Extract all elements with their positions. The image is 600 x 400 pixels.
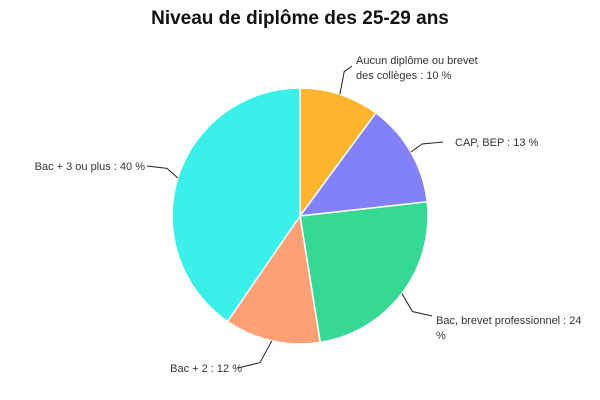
- pie-slice: [171, 87, 301, 323]
- pie-slice: [299, 87, 377, 219]
- leader-line: [146, 165, 179, 179]
- pie-slice: [298, 111, 429, 217]
- slice-label: Aucun diplôme ou brevet des collèges : 10…: [356, 55, 478, 82]
- pie-slices: [171, 87, 429, 345]
- pie-slice: [299, 200, 429, 344]
- leader-lines: [146, 65, 444, 369]
- leader-line: [401, 293, 433, 317]
- slice-label: Bac + 2 : 12 %: [170, 363, 242, 375]
- chart-title: Niveau de diplôme des 25-29 ans: [151, 8, 449, 29]
- slice-label: Bac + 3 ou plus : 40 %: [35, 161, 146, 173]
- slice-labels: Aucun diplôme ou brevet des collèges : 10…: [35, 55, 582, 375]
- slice-label: CAP, BEP : 13 %: [455, 137, 539, 149]
- slice-label: Bac, brevet professionnel : 24%: [436, 315, 582, 342]
- leader-line: [410, 141, 444, 153]
- pie-slice: [226, 214, 322, 345]
- leader-line: [237, 340, 273, 369]
- leader-line: [339, 65, 353, 95]
